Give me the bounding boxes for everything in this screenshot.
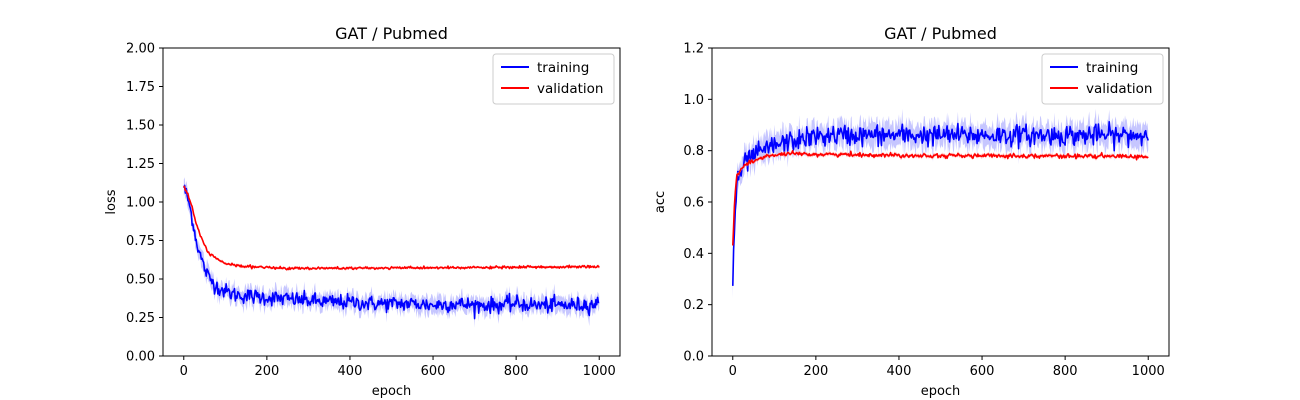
x-axis-label: epoch [921, 384, 961, 399]
series-band-validation [732, 148, 1149, 247]
x-tick-label: 200 [254, 364, 279, 379]
x-tick-label: 400 [338, 364, 363, 379]
y-tick-label: 1.0 [683, 93, 704, 108]
legend: training validation [1041, 53, 1164, 105]
x-tick-label: 1000 [583, 364, 616, 379]
y-tick-label: 0.0 [683, 350, 704, 365]
x-tick-label: 200 [803, 364, 828, 379]
chart-title: GAT / Pubmed [884, 24, 997, 43]
x-axis-label: epoch [372, 384, 412, 399]
x-tick-label: 0 [180, 364, 188, 379]
legend-label-training: training [537, 60, 589, 76]
y-tick-label: 1.00 [126, 196, 155, 211]
series-band-training [183, 177, 600, 328]
y-tick-label: 1.50 [126, 119, 155, 134]
x-tick-label: 600 [970, 364, 995, 379]
y-tick-label: 0.25 [126, 311, 155, 326]
series-band-training [732, 108, 1149, 299]
y-tick-label: 1.75 [126, 80, 155, 95]
chart-panel-2: 0 200 400 600 800 1000 0.0 0.2 0.4 0.6 0.8 1.0 1.2 GA… [653, 24, 1170, 399]
y-tick-label: 2.00 [126, 42, 155, 57]
legend-label-training: training [1086, 60, 1138, 76]
x-tick-label: 0 [729, 364, 737, 379]
y-tick-label: 1.2 [683, 42, 704, 57]
x-tick-label: 600 [421, 364, 446, 379]
y-axis-label: acc [653, 191, 668, 213]
chart-panel-1: 0 200 400 600 800 1000 0.00 0.25 0.50 0.75 1.00 1.2… [104, 24, 621, 399]
y-tick-label: 0.2 [683, 298, 704, 313]
legend: training validation [492, 53, 615, 105]
y-tick-label: 0.8 [683, 144, 704, 159]
plot-area [183, 177, 600, 328]
plot-area [732, 108, 1149, 299]
x-tick-label: 800 [504, 364, 529, 379]
legend-label-validation: validation [537, 81, 603, 97]
series-line-training [183, 184, 600, 320]
x-tick-label: 1000 [1132, 364, 1165, 379]
series-line-validation [732, 150, 1149, 246]
y-axis-label: loss [104, 189, 119, 214]
series-line-training [732, 121, 1149, 286]
x-tick-label: 400 [887, 364, 912, 379]
legend-label-validation: validation [1086, 81, 1152, 97]
series-line-validation [183, 185, 600, 271]
y-tick-label: 1.25 [126, 157, 155, 172]
y-tick-label: 0.6 [683, 196, 704, 211]
y-tick-label: 0.00 [126, 350, 155, 365]
y-tick-label: 0.50 [126, 273, 155, 288]
chart-title: GAT / Pubmed [335, 24, 448, 43]
y-tick-label: 0.75 [126, 234, 155, 249]
y-tick-label: 0.4 [683, 247, 704, 262]
x-tick-label: 800 [1053, 364, 1078, 379]
